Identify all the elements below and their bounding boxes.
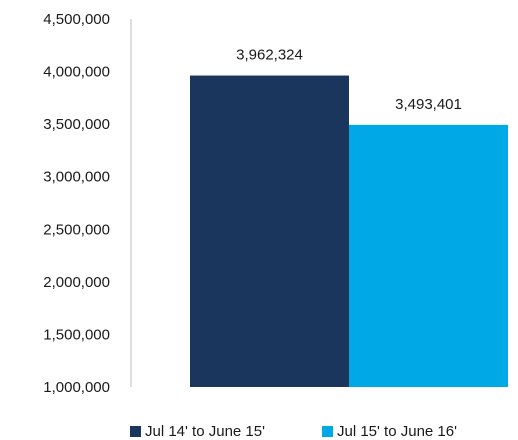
y-tick-label: 2,000,000 <box>43 274 110 291</box>
legend-swatch-1 <box>130 426 141 437</box>
legend-swatch-2 <box>322 426 333 437</box>
data-labels: 3,962,324 3,493,401 <box>236 47 462 113</box>
legend: Jul 14' to June 15' Jul 15' to June 16' <box>130 423 457 440</box>
y-tick-label: 3,500,000 <box>43 116 110 133</box>
bar-1-value-label: 3,962,324 <box>236 47 303 64</box>
y-tick-label: 4,000,000 <box>43 64 110 81</box>
bar-2-value-label: 3,493,401 <box>395 96 462 113</box>
bars <box>190 75 508 388</box>
bar-1 <box>190 75 349 388</box>
legend-label-1: Jul 14' to June 15' <box>145 423 265 440</box>
y-tick-label: 1,500,000 <box>43 326 110 343</box>
y-tick-label: 2,500,000 <box>43 221 110 238</box>
bar-2 <box>349 124 508 387</box>
y-tick-label: 3,000,000 <box>43 169 110 186</box>
y-tick-label: 4,500,000 <box>43 11 110 28</box>
y-tick-label: 1,000,000 <box>43 379 110 396</box>
legend-label-2: Jul 15' to June 16' <box>337 423 457 440</box>
y-axis: 1,000,000 1,500,000 2,000,000 2,500,000 3,00… <box>43 11 132 396</box>
